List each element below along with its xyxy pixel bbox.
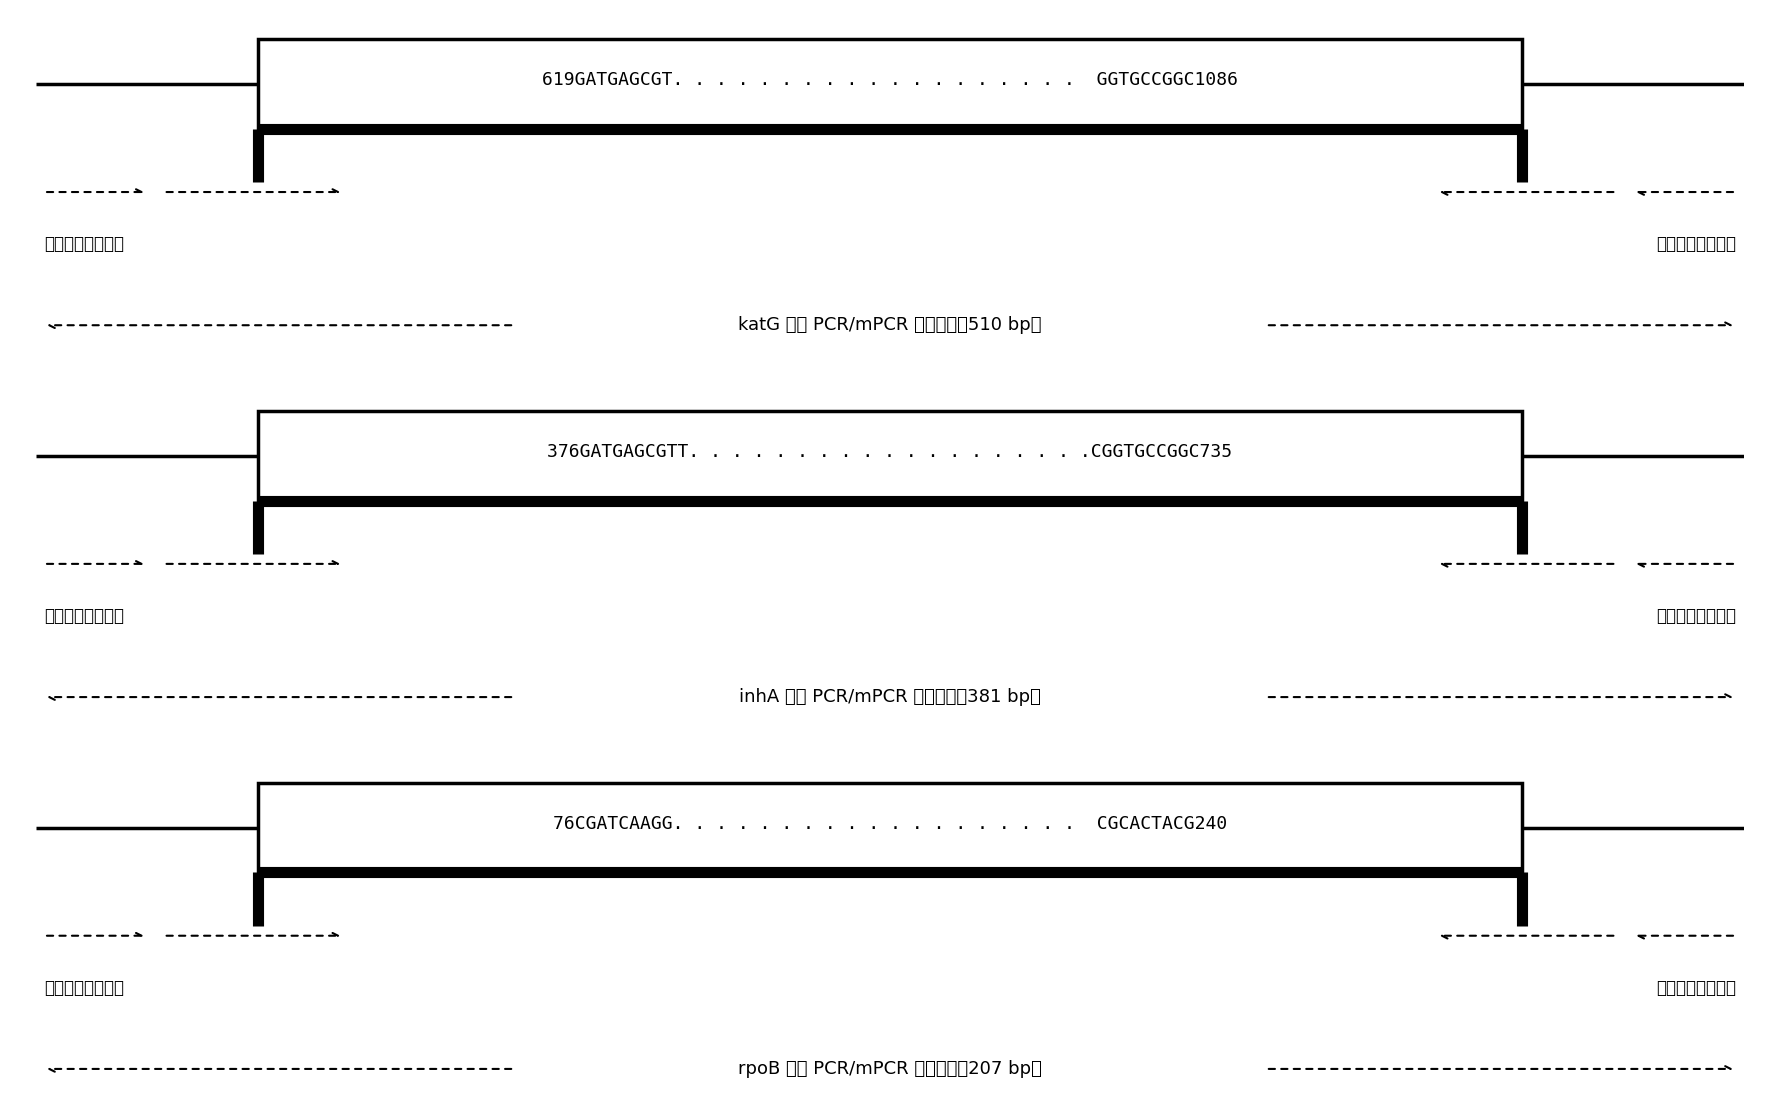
Text: 619GATGAGCGT. . . . . . . . . . . . . . . . . . .  GGTGCCGGC1086: 619GATGAGCGT. . . . . . . . . . . . . . … [541,71,1239,90]
Text: 下游引物设计区域: 下游引物设计区域 [1655,607,1736,625]
Text: katG 基因 PCR/mPCR 扩增区域（510 bp）: katG 基因 PCR/mPCR 扩增区域（510 bp） [739,316,1041,334]
Bar [258,411,1522,501]
Text: 上游引物设计区域: 上游引物设计区域 [44,607,125,625]
Bar [258,783,1522,872]
Text: 下游引物设计区域: 下游引物设计区域 [1655,235,1736,253]
Text: rpoB 基因 PCR/mPCR 扩增区域（207 bp）: rpoB 基因 PCR/mPCR 扩增区域（207 bp） [739,1060,1041,1078]
Text: 下游引物设计区域: 下游引物设计区域 [1655,979,1736,997]
Bar [258,39,1522,129]
Text: 76CGATCAAGG. . . . . . . . . . . . . . . . . . .  CGCACTACG240: 76CGATCAAGG. . . . . . . . . . . . . . .… [554,815,1226,834]
Text: 上游引物设计区域: 上游引物设计区域 [44,235,125,253]
Text: inhA 基因 PCR/mPCR 扩增区域（381 bp）: inhA 基因 PCR/mPCR 扩增区域（381 bp） [739,688,1041,706]
Text: 376GATGAGCGTT. . . . . . . . . . . . . . . . . . .CGGTGCCGGC735: 376GATGAGCGTT. . . . . . . . . . . . . .… [548,443,1232,462]
Text: 上游引物设计区域: 上游引物设计区域 [44,979,125,997]
